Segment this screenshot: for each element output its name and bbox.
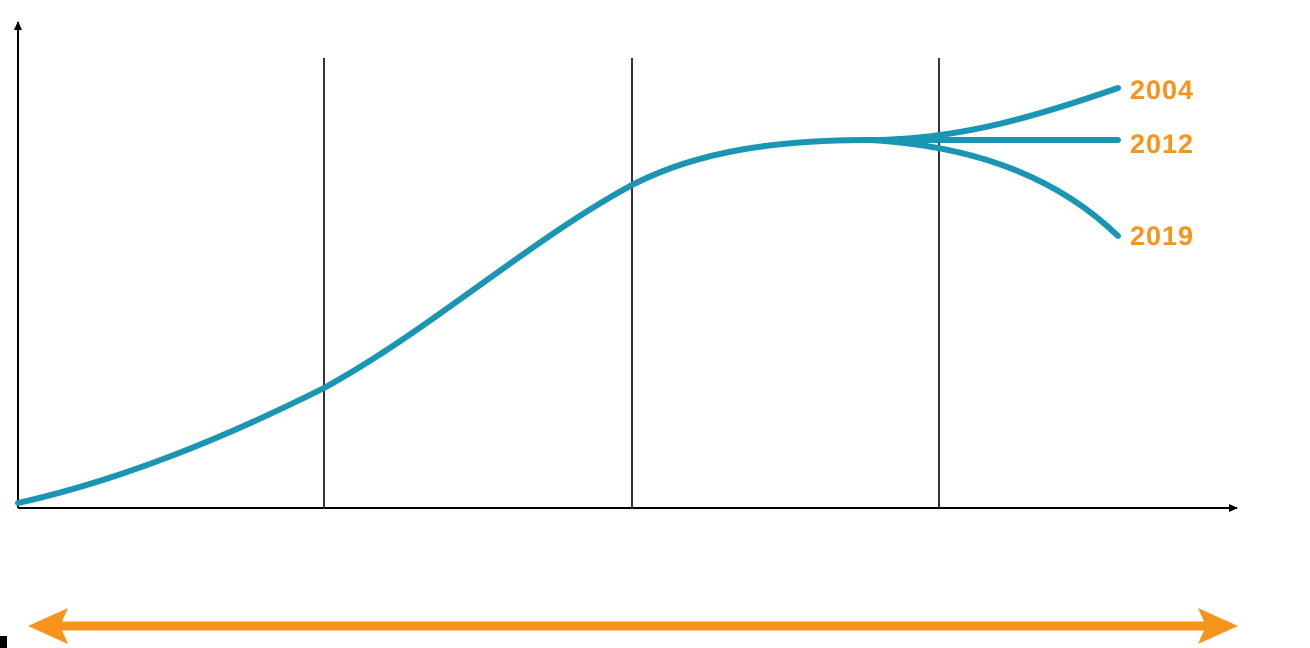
- corner-mark: [0, 636, 7, 648]
- arrow-head: [1198, 608, 1238, 644]
- curves: [15, 85, 1121, 506]
- double-arrow: [28, 608, 1238, 644]
- branch-curve: [867, 137, 1121, 239]
- arrow-head: [28, 608, 68, 644]
- s-curve: [15, 137, 873, 506]
- branch-label: 2019: [1130, 221, 1194, 251]
- branch-label: 2012: [1130, 129, 1194, 159]
- branch-label: 2004: [1130, 75, 1194, 105]
- branch-curve: [867, 85, 1121, 143]
